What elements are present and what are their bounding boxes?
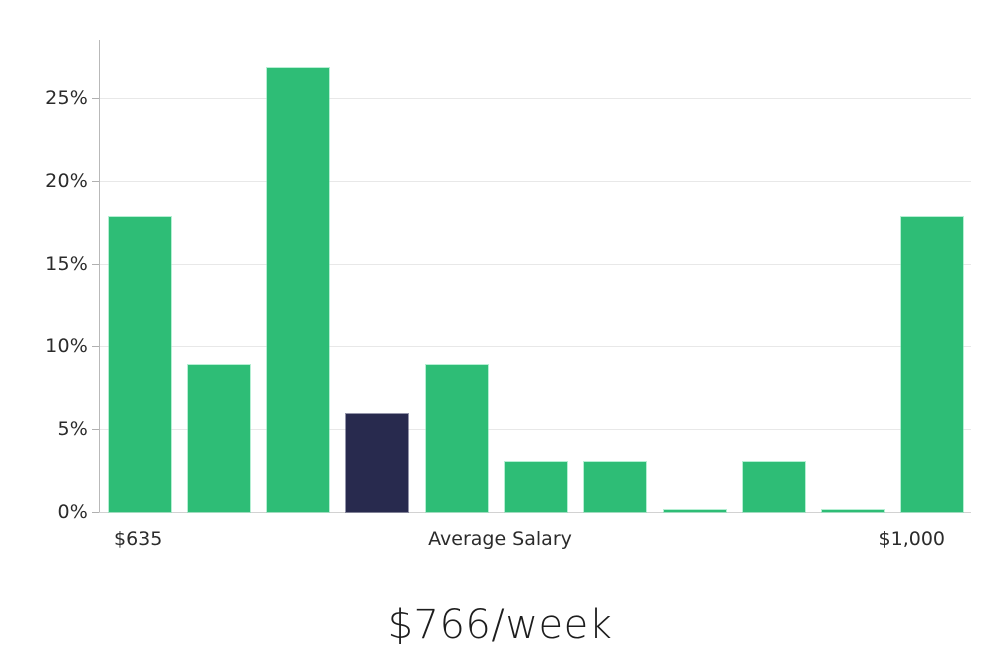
y-axis-tick-label: 10% <box>45 335 88 358</box>
bar[interactable] <box>505 462 567 512</box>
x-axis-line <box>99 512 971 513</box>
y-axis-labels: 0% 5% 10% 15% 20% 25% <box>0 0 88 660</box>
y-axis-tick-label: 20% <box>45 169 88 192</box>
gridline <box>99 263 971 265</box>
x-axis-left-label: $635 <box>114 528 163 550</box>
y-axis-tick-mark <box>92 180 100 182</box>
bar[interactable] <box>187 364 250 512</box>
y-axis-tick-mark <box>92 97 100 99</box>
y-axis-tick-mark <box>92 263 100 265</box>
y-axis-line <box>99 40 100 513</box>
bar[interactable] <box>742 462 805 512</box>
y-axis-tick-label: 5% <box>57 418 88 441</box>
x-axis-title: Average Salary <box>428 528 572 550</box>
bar[interactable] <box>822 510 885 512</box>
y-axis-tick-label: 0% <box>57 501 88 523</box>
gridline <box>99 180 971 182</box>
y-axis-tick-label: 25% <box>45 86 88 109</box>
gridline <box>99 97 971 99</box>
plot-area <box>99 40 971 512</box>
x-axis-right-label: $1,000 <box>878 528 945 550</box>
y-axis-tick-label: 15% <box>45 252 88 275</box>
bar[interactable] <box>267 68 330 512</box>
gridline <box>99 346 971 348</box>
gridline <box>99 429 971 431</box>
bar[interactable] <box>901 217 964 512</box>
bar-highlighted[interactable] <box>346 414 409 512</box>
y-axis-tick-mark <box>92 429 100 431</box>
bar[interactable] <box>663 510 726 512</box>
y-axis-tick-mark <box>92 512 100 513</box>
bar[interactable] <box>425 364 488 512</box>
y-axis-tick-mark <box>92 346 100 348</box>
bar[interactable] <box>584 462 647 512</box>
bar[interactable] <box>108 217 171 512</box>
chart-caption: $766/week <box>387 602 613 648</box>
